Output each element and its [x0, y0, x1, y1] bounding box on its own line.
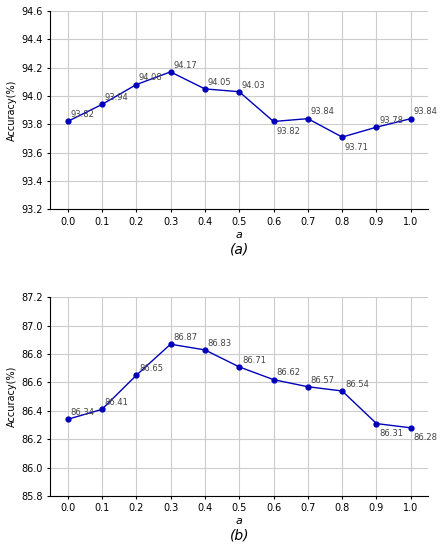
Text: 93.94: 93.94: [105, 93, 128, 102]
Text: 86.34: 86.34: [70, 408, 94, 417]
Text: 93.84: 93.84: [310, 107, 334, 117]
Text: 86.62: 86.62: [276, 368, 300, 378]
Text: 94.17: 94.17: [173, 61, 197, 70]
Text: 86.31: 86.31: [379, 429, 403, 438]
X-axis label: a: a: [236, 516, 243, 526]
Text: 93.78: 93.78: [379, 116, 403, 125]
Text: 86.41: 86.41: [105, 398, 128, 407]
Text: (b): (b): [229, 528, 249, 543]
X-axis label: a: a: [236, 230, 243, 240]
Text: 94.05: 94.05: [208, 78, 231, 87]
Text: 86.87: 86.87: [173, 333, 198, 342]
Text: 94.08: 94.08: [139, 73, 163, 83]
Text: 86.57: 86.57: [310, 375, 334, 385]
Y-axis label: Accuracy(%): Accuracy(%): [7, 366, 17, 427]
Text: (a): (a): [230, 242, 249, 256]
Text: 93.84: 93.84: [413, 107, 438, 117]
Text: 86.28: 86.28: [413, 433, 438, 442]
Text: 86.71: 86.71: [242, 356, 266, 365]
Y-axis label: Accuracy(%): Accuracy(%): [7, 79, 17, 141]
Text: 93.71: 93.71: [345, 142, 369, 152]
Text: 94.03: 94.03: [242, 81, 266, 89]
Text: 86.65: 86.65: [139, 364, 163, 373]
Text: 93.82: 93.82: [70, 110, 94, 119]
Text: 86.83: 86.83: [208, 339, 232, 348]
Text: 86.54: 86.54: [345, 380, 369, 389]
Text: 93.82: 93.82: [276, 127, 300, 136]
